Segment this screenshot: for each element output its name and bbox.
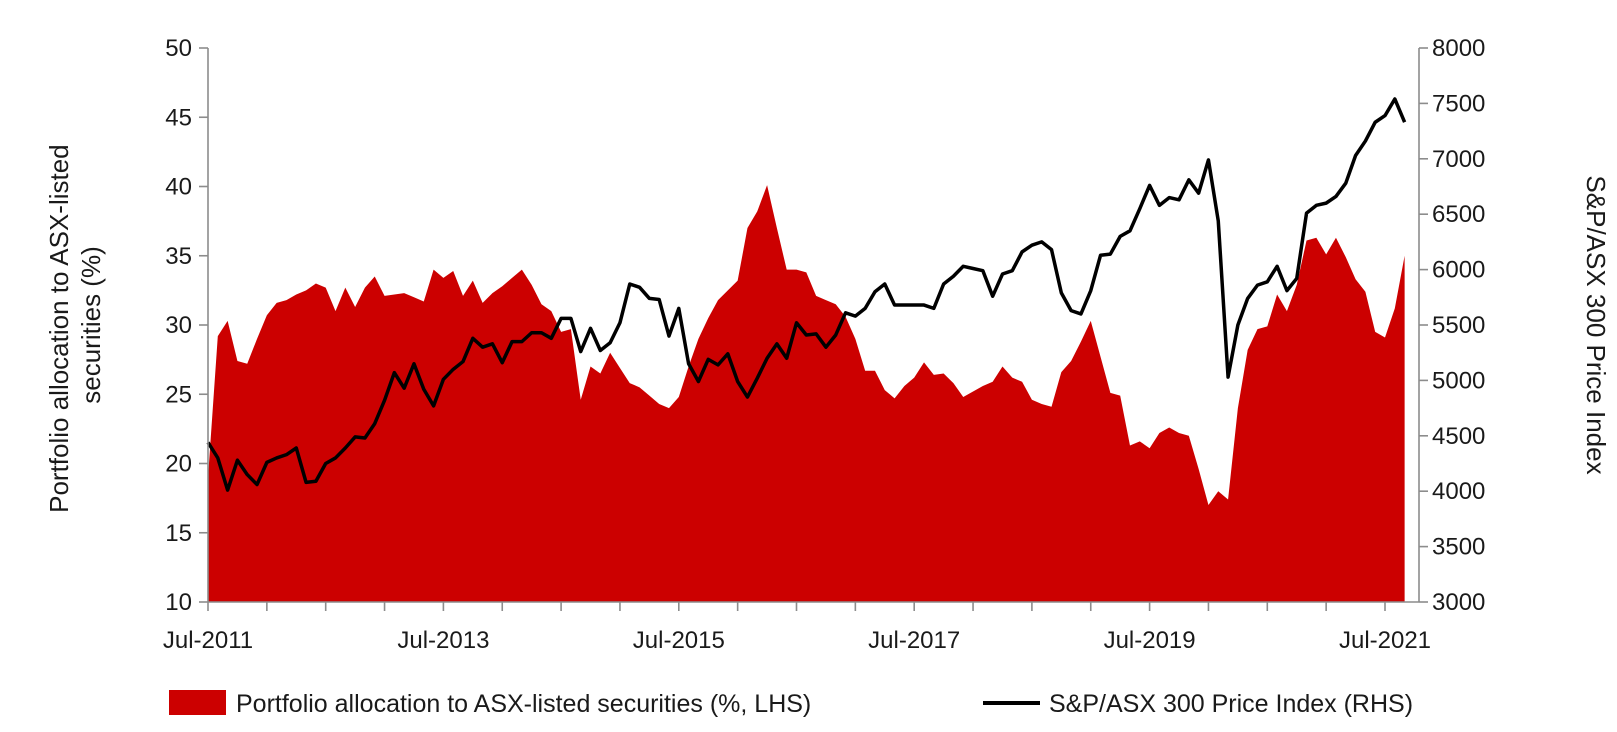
right-tick-label: 8000	[1432, 35, 1485, 62]
right-tick-label: 4000	[1432, 478, 1485, 505]
right-axis-ticks: 3000 3500 4000 4500 5000 5500 6000 6500 7000 7500…	[1419, 35, 1485, 616]
x-tick-label: Jul-2021	[1339, 627, 1431, 654]
right-tick-label: 7500	[1432, 90, 1485, 117]
left-tick-label: 15	[165, 520, 192, 547]
right-tick-label: 4500	[1432, 423, 1485, 450]
allocation-area	[208, 185, 1405, 603]
legend: Portfolio allocation to ASX-listed secur…	[169, 690, 1413, 718]
left-tick-label: 20	[165, 451, 192, 478]
left-axis-ticks: 10 15 20 25 30 35 40 45 50	[165, 35, 208, 616]
x-tick-label: Jul-2017	[868, 627, 960, 654]
left-tick-label: 40	[165, 174, 192, 201]
left-tick-label: 10	[165, 589, 192, 616]
right-tick-label: 6000	[1432, 257, 1485, 284]
right-tick-label: 5500	[1432, 312, 1485, 339]
left-axis-title-line-1: Portfolio allocation to ASX-listed	[44, 144, 74, 513]
x-axis-ticks: Jul-2011 Jul-2013 Jul-2015 Jul-2017 Jul-2019…	[163, 602, 1431, 654]
x-tick-label: Jul-2019	[1104, 627, 1196, 654]
legend-swatch-allocation	[169, 690, 226, 715]
left-axis-title: Portfolio allocation to ASX-listed secur…	[44, 137, 106, 513]
right-axis-title: S&P/ASX 300 Price Index	[1581, 175, 1611, 474]
index-line	[206, 97, 1407, 492]
index-line-layer	[206, 97, 1407, 492]
left-tick-label: 35	[165, 243, 192, 270]
left-tick-label: 30	[165, 312, 192, 339]
right-tick-label: 6500	[1432, 201, 1485, 228]
allocation-area-layer	[208, 185, 1405, 603]
legend-label-index: S&P/ASX 300 Price Index (RHS)	[1049, 690, 1413, 718]
x-tick-label: Jul-2011	[163, 627, 253, 654]
right-tick-label: 5000	[1432, 367, 1485, 394]
right-tick-label: 7000	[1432, 146, 1485, 173]
right-tick-label: 3000	[1432, 589, 1485, 616]
legend-label-allocation: Portfolio allocation to ASX-listed secur…	[236, 690, 811, 718]
left-tick-label: 25	[165, 381, 192, 408]
right-tick-label: 3500	[1432, 534, 1485, 561]
x-tick-label: Jul-2015	[633, 627, 725, 654]
left-tick-label: 45	[165, 104, 192, 131]
left-axis-title-line-2: securities (%)	[76, 246, 106, 403]
left-tick-label: 50	[165, 35, 192, 62]
x-tick-label: Jul-2013	[397, 627, 489, 654]
